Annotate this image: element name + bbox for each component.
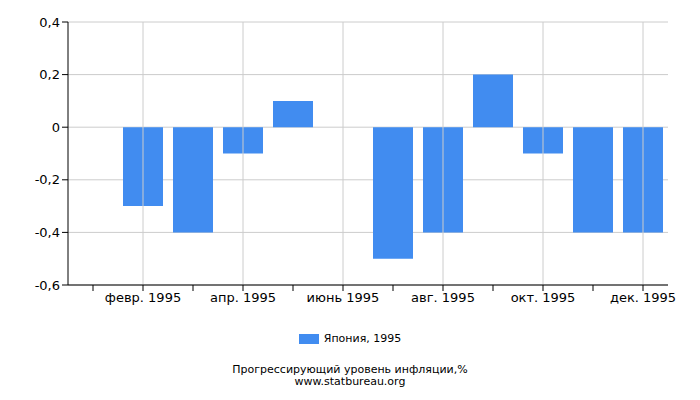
svg-text:-0,6: -0,6 xyxy=(35,278,60,293)
html-text:Прогрессирующий уровень инфляц: Прогрессирующий уровень инфляции,% xyxy=(232,363,468,376)
svg-text:дек. 1995: дек. 1995 xyxy=(610,290,676,305)
svg-text:февр. 1995: февр. 1995 xyxy=(105,290,181,305)
svg-text:0,4: 0,4 xyxy=(39,15,60,30)
svg-text:-0,4: -0,4 xyxy=(35,225,60,240)
svg-text:окт. 1995: окт. 1995 xyxy=(511,290,576,305)
svg-text:апр. 1995: апр. 1995 xyxy=(210,290,276,305)
svg-text:-0,2: -0,2 xyxy=(35,172,60,187)
svg-text:июнь 1995: июнь 1995 xyxy=(307,290,380,305)
html-text:Япония, 1995: Япония, 1995 xyxy=(323,332,402,345)
svg-text:0: 0 xyxy=(52,120,60,135)
svg-text:авг. 1995: авг. 1995 xyxy=(411,290,475,305)
svg-text:0,2: 0,2 xyxy=(39,67,60,82)
html-text:www.statbureau.org: www.statbureau.org xyxy=(294,375,406,388)
